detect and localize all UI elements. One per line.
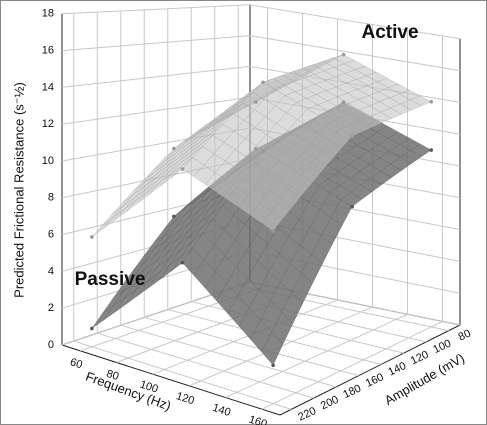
grid-line — [249, 35, 461, 72]
active-label: Active — [361, 22, 418, 43]
z-tick-label: 6 — [48, 229, 54, 241]
grid-line — [73, 340, 292, 410]
x-tick-label: 100 — [138, 379, 159, 396]
grid-line — [61, 4, 251, 15]
surface-point — [180, 260, 185, 265]
z-tick-label: 0 — [48, 339, 54, 351]
z-tick-label: 16 — [42, 45, 54, 57]
z-tick-label: 12 — [42, 118, 54, 130]
z-tick-label: 18 — [42, 8, 54, 20]
passive-label: Passive — [75, 269, 146, 290]
grid-line — [120, 324, 337, 388]
x-tick-label: 80 — [105, 368, 120, 383]
surface-point — [172, 214, 176, 219]
grid-line — [152, 299, 338, 375]
z-axis-title: Predicted Frictional Resistance (s⁻½) — [11, 82, 26, 298]
grid-line — [61, 35, 251, 52]
surface-point — [90, 235, 94, 239]
surface-point — [350, 204, 354, 209]
x-tick-label: 120 — [175, 390, 196, 407]
x-tick-label: 60 — [69, 356, 84, 371]
z-tick-label: 4 — [48, 265, 54, 277]
axis-edge — [279, 324, 461, 416]
z-tick-label: 10 — [42, 155, 54, 167]
z-tick-label: 14 — [42, 81, 54, 93]
surface-point — [429, 99, 434, 104]
axis-edge — [61, 344, 281, 416]
x-tick-label: 160 — [247, 414, 268, 425]
surface-point — [261, 80, 265, 85]
surface-point — [172, 146, 176, 151]
surface-point — [253, 100, 258, 104]
grid-line — [225, 313, 408, 398]
grid-line — [249, 4, 461, 40]
x-tick-label: 140 — [211, 402, 232, 419]
z-tick-label: 8 — [48, 192, 54, 204]
surface-point — [429, 148, 434, 152]
grid-line — [261, 320, 443, 410]
surface-point — [180, 167, 185, 171]
grid-line — [61, 65, 251, 88]
grid-line — [144, 316, 359, 377]
surface-point — [341, 52, 346, 57]
surface-point — [350, 134, 354, 138]
y-tick-label: 80 — [457, 328, 473, 344]
surface-point — [271, 363, 275, 368]
grid-line — [97, 332, 314, 399]
grid-line — [61, 96, 251, 125]
surface-point — [271, 229, 275, 233]
surface-point — [90, 326, 94, 331]
z-tick-label: 2 — [48, 302, 54, 314]
